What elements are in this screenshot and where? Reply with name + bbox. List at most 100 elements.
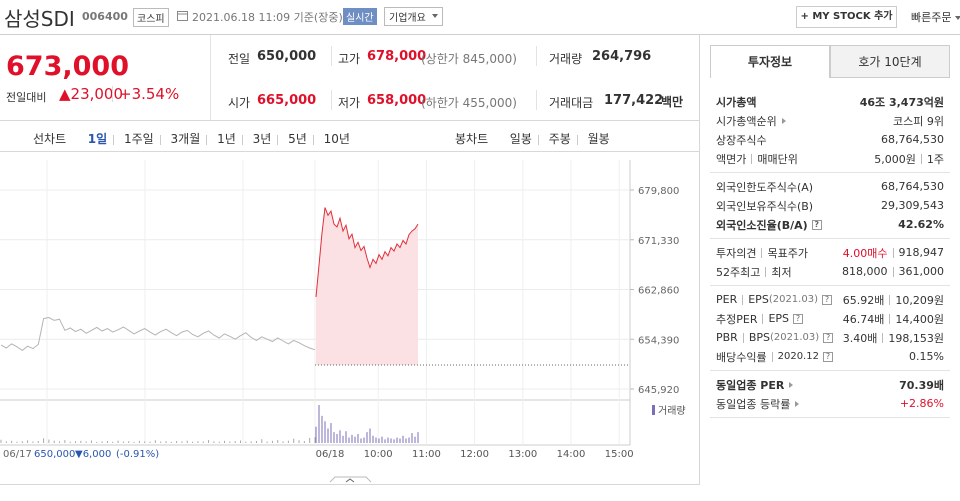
price-chart: 679,800 671,330 662,860 654,390 645,920 06/17… — [0, 160, 686, 483]
label-text: 추정PER — [716, 312, 758, 326]
volume-bar — [96, 441, 98, 443]
price-line — [315, 207, 419, 297]
quick-order-text: 빠른주문 — [911, 11, 952, 24]
volume-bar — [333, 432, 335, 443]
chart-tab[interactable]: 5년 — [288, 132, 307, 146]
change-label: 전일대비 — [6, 91, 47, 104]
volume-bar — [144, 441, 146, 443]
side-tab[interactable]: 호가 10단계 — [830, 45, 950, 78]
volume-bar — [271, 440, 273, 443]
volume-bar — [170, 441, 172, 443]
volume-bar — [59, 441, 61, 443]
y-tick-label: 679,800 — [638, 186, 679, 197]
volume-bar — [128, 441, 130, 443]
chart-tab[interactable]: 월봉 — [587, 132, 610, 146]
divider — [331, 46, 332, 66]
volume-bar — [32, 441, 34, 443]
help-icon[interactable]: ? — [821, 294, 832, 305]
row-value: 29,309,543 — [881, 199, 944, 212]
chart-tab[interactable]: 1주일 — [124, 132, 154, 146]
label-text: 목표주가 — [767, 246, 808, 260]
stock-code: 006400 — [82, 10, 128, 23]
my-stock-button[interactable]: + MY STOCK 추가 — [796, 6, 897, 28]
separator — [277, 134, 279, 145]
info-group: PER EPS (2021.03)? 65.92배 10,209원 추정PER EPS? 46… — [710, 286, 950, 371]
summary-value: 665,000 — [257, 93, 317, 108]
row-value: 0.15% — [909, 350, 944, 363]
volume-bar — [417, 432, 419, 443]
chart-tab[interactable]: 1일 — [87, 132, 108, 146]
quick-order[interactable]: 빠른주문 — [911, 9, 960, 25]
volume-bar — [411, 433, 413, 443]
volume-bar — [360, 438, 362, 443]
volume-bar — [69, 441, 71, 443]
value-text: 65.92배 — [842, 293, 885, 307]
row-label: 외국인한도주식수(A) — [716, 179, 813, 195]
label-text: 액면가 — [716, 152, 747, 166]
label-text: 최저 — [771, 265, 792, 279]
info-group: 외국인한도주식수(A) 68,764,530 외국인보유주식수(B) 29,309,5… — [710, 173, 950, 239]
value-text: 3.40배 — [842, 331, 878, 345]
chart-tabs-candle: 봉차트 일봉 주봉 월봉 — [455, 130, 610, 147]
row-label: 시가총액 — [716, 94, 756, 110]
company-info-select[interactable]: 기업개요 — [384, 7, 443, 26]
label-text: 시가총액 — [716, 95, 757, 109]
chart-tab[interactable]: 주봉 — [548, 132, 571, 146]
x-tick-label: 06/18 — [316, 449, 345, 460]
summary-note: (하한가 455,000) — [421, 96, 517, 110]
volume-bar — [245, 441, 247, 443]
volume-bar — [117, 440, 119, 443]
my-stock-text: + MY STOCK 추가 — [800, 11, 893, 22]
calendar-icon — [177, 11, 188, 21]
summary-label: 전일 — [228, 52, 251, 66]
row-label: 상장주식수 — [716, 132, 767, 148]
label-text: 투자의견 — [716, 246, 757, 260]
help-icon[interactable]: ? — [811, 219, 822, 230]
label-sub: (2021.03) — [768, 294, 818, 305]
help-icon[interactable]: ? — [823, 332, 834, 343]
volume-bar — [396, 437, 398, 443]
volume-bar — [405, 438, 407, 443]
info-group: 시가총액 46조 3,473억원 시가총액순위 코스피 9위 상장주식수 68,764,5… — [710, 88, 950, 173]
row-label: 시가총액순위 — [716, 113, 786, 129]
stock-name: 삼성SDI — [4, 7, 75, 31]
datetime: 2021.06.18 11:09 기준(장중) — [192, 11, 343, 24]
volume-bar — [345, 431, 347, 443]
row-value: 65.92배 10,209원 — [843, 292, 944, 308]
help-icon[interactable]: ? — [793, 313, 804, 324]
volume-bar — [80, 440, 82, 443]
volume-bar — [16, 441, 18, 443]
summary-value: 650,000 — [257, 49, 317, 64]
volume-bar — [229, 441, 231, 443]
volume-bar — [399, 438, 401, 443]
volume-bar — [239, 440, 241, 443]
volume-bar — [165, 441, 167, 443]
volume-bar — [298, 440, 300, 443]
help-icon[interactable]: ? — [822, 351, 833, 362]
row-label: PBR BPS (2021.03)? — [716, 331, 834, 344]
volume-bar — [176, 441, 178, 443]
divider — [536, 46, 537, 66]
volume-bar — [5, 441, 7, 443]
prev-close: 650,000 — [34, 449, 75, 460]
row-value: 68,764,530 — [881, 180, 944, 193]
prev-change: ▼6,000 — [75, 449, 111, 460]
separator — [892, 266, 894, 277]
chart-tab[interactable]: 3개월 — [170, 132, 201, 146]
summary-label: 저가 — [338, 96, 361, 110]
chart-tab[interactable]: 1년 — [217, 132, 236, 146]
side-tab[interactable]: 투자정보 — [710, 45, 830, 78]
separator — [537, 134, 539, 145]
volume-bar — [192, 441, 194, 443]
volume-bar — [213, 441, 215, 443]
chart-tab[interactable]: 10년 — [323, 132, 350, 146]
chart-tab[interactable]: 3년 — [252, 132, 272, 146]
volume-bar — [186, 440, 188, 443]
info-group: 동일업종 PER 70.39배 동일업종 등락률 +2.86% — [710, 371, 950, 418]
volume-bar — [90, 440, 92, 443]
separator — [751, 153, 753, 164]
info-row: 외국인보유주식수(B) 29,309,543 — [716, 196, 944, 215]
chart-tab[interactable]: 일봉 — [509, 132, 532, 146]
